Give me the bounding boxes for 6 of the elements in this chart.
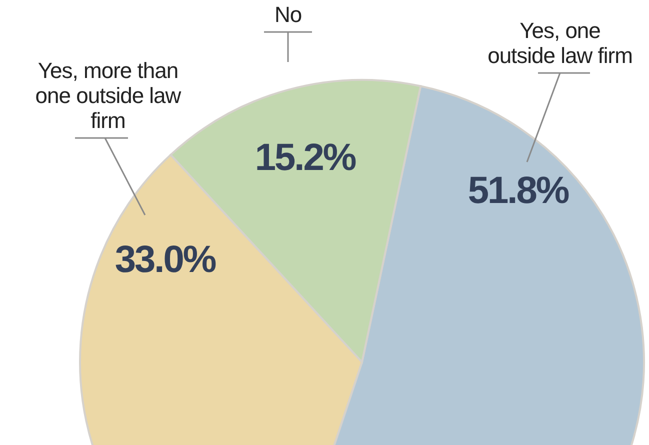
- slice-label: Yes, more than one outside law firm: [35, 58, 182, 133]
- slice-label: No: [274, 2, 302, 27]
- slice-label: Yes, one outside law firm: [488, 18, 632, 68]
- data-label: 33.0%: [114, 239, 216, 282]
- data-label: 51.8%: [468, 170, 569, 212]
- data-label: 15.2%: [254, 137, 356, 180]
